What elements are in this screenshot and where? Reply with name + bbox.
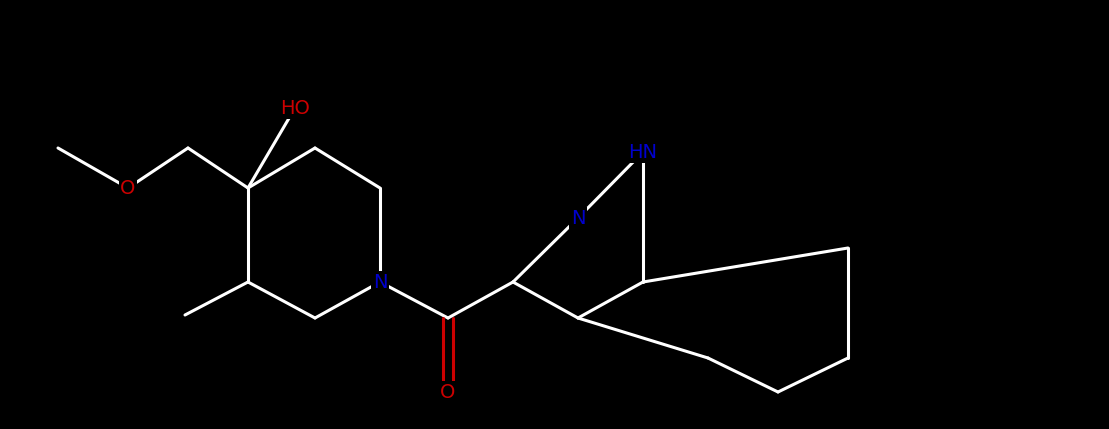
Text: O: O bbox=[440, 383, 456, 402]
Text: N: N bbox=[373, 272, 387, 291]
Text: HN: HN bbox=[629, 142, 658, 161]
Text: N: N bbox=[571, 208, 586, 227]
Text: HO: HO bbox=[281, 99, 309, 118]
Text: O: O bbox=[120, 178, 135, 197]
